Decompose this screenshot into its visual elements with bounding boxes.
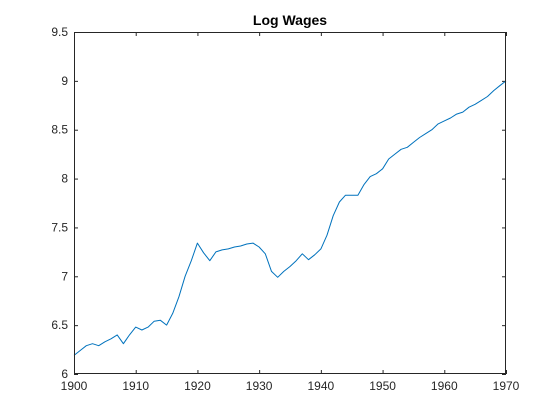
x-tick-label: 1950 xyxy=(369,379,396,393)
axes-box xyxy=(74,32,506,374)
y-tick-label: 9.5 xyxy=(51,25,68,39)
x-tick-label: 1940 xyxy=(308,379,335,393)
series-group xyxy=(73,80,507,356)
tick-labels: 1900 1910 1920 1930 1940 1950 1960 1970 6 6.5 7 7.5… xyxy=(51,25,519,393)
x-tick-label: 1930 xyxy=(246,379,273,393)
x-tick-label: 1900 xyxy=(61,379,88,393)
y-tick-label: 6 xyxy=(61,367,68,381)
y-tick-label: 7 xyxy=(61,269,68,283)
y-tick-label: 9 xyxy=(61,74,68,88)
x-tick-label: 1920 xyxy=(184,379,211,393)
x-tick-label: 1910 xyxy=(122,379,149,393)
y-tick-label: 6.5 xyxy=(51,318,68,332)
chart-title: Log Wages xyxy=(253,12,327,28)
x-tick-label: 1960 xyxy=(431,379,458,393)
series-line xyxy=(73,80,507,356)
plot-area xyxy=(74,32,506,374)
x-tick-label: 1970 xyxy=(493,379,520,393)
y-tick-label: 8 xyxy=(61,172,68,186)
y-tick-label: 8.5 xyxy=(51,123,68,137)
y-tick-label: 7.5 xyxy=(51,220,68,234)
